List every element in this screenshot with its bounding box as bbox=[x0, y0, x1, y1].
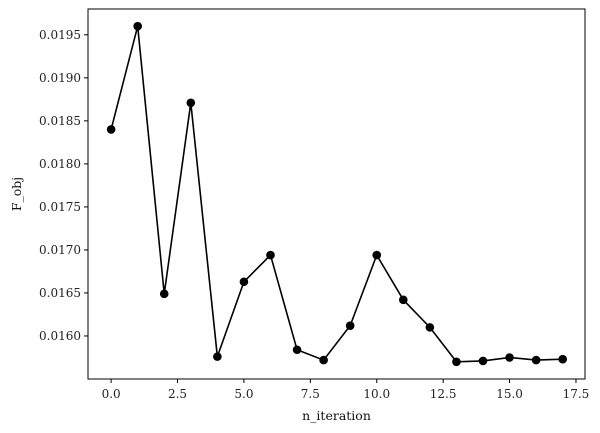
data-point-marker bbox=[505, 353, 514, 362]
data-point-marker bbox=[372, 250, 382, 260]
y-tick-label: 0.0170 bbox=[39, 243, 81, 257]
data-point-marker bbox=[531, 355, 541, 365]
data-point-marker bbox=[239, 277, 249, 287]
data-point-marker bbox=[159, 289, 169, 299]
data-point-marker bbox=[399, 295, 408, 305]
data-point-marker bbox=[266, 250, 275, 260]
data-point-marker bbox=[133, 21, 142, 31]
x-tick-label: 15.0 bbox=[496, 387, 523, 401]
y-tick-label: 0.0175 bbox=[39, 200, 81, 214]
y-tick-label: 0.0160 bbox=[39, 329, 81, 343]
data-point-marker bbox=[478, 356, 488, 366]
x-axis-label: n_iteration bbox=[302, 408, 371, 423]
data-point-marker bbox=[213, 352, 222, 361]
x-tick-label: 2.5 bbox=[168, 387, 187, 401]
y-tick-label: 0.0185 bbox=[39, 114, 81, 128]
data-point-marker bbox=[345, 321, 355, 330]
x-tick-label: 12.5 bbox=[430, 387, 457, 401]
x-tick-label: 17.5 bbox=[563, 387, 590, 401]
x-axis-ticks: 0.0 2.5 5.0 7.5 10.0 12.5 15.0 17.5 bbox=[102, 379, 590, 401]
data-point-marker bbox=[186, 98, 196, 108]
data-point-marker bbox=[319, 355, 328, 365]
y-tick-label: 0.0165 bbox=[39, 286, 81, 300]
data-point-marker bbox=[452, 357, 461, 367]
data-point-marker bbox=[558, 354, 567, 364]
data-point-marker bbox=[106, 125, 116, 134]
series-line bbox=[106, 21, 567, 367]
x-tick-label: 5.0 bbox=[234, 387, 253, 401]
y-tick-label: 0.0190 bbox=[39, 71, 81, 85]
series-path bbox=[110, 26, 563, 363]
y-axis-ticks: 0.0160 0.0165 0.0170 0.0175 0.0180 0.0185 0.01… bbox=[39, 28, 88, 343]
x-tick-label: 10.0 bbox=[363, 387, 390, 401]
plot-frame bbox=[87, 8, 586, 380]
y-axis-label: F_obj bbox=[9, 177, 24, 211]
x-tick-label: 0.0 bbox=[102, 387, 121, 401]
plot-area bbox=[87, 8, 586, 380]
x-tick-label: 7.5 bbox=[301, 387, 320, 401]
y-tick-label: 0.0195 bbox=[39, 28, 81, 42]
y-tick-label: 0.0180 bbox=[39, 157, 81, 171]
data-point-marker bbox=[425, 323, 435, 332]
data-point-marker bbox=[292, 345, 302, 355]
